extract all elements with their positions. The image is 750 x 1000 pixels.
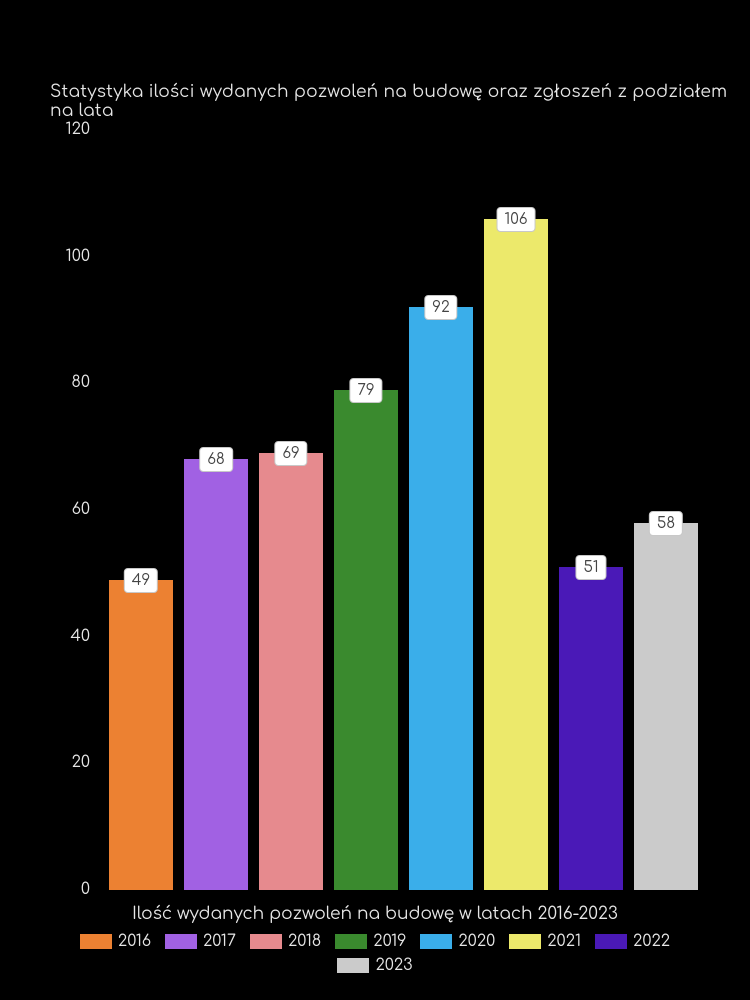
bar-2022 — [559, 567, 623, 890]
legend-item-2018: 2018 — [250, 932, 321, 950]
legend-swatch — [80, 934, 112, 949]
legend-label: 2016 — [118, 932, 151, 950]
legend-item-2017: 2017 — [165, 932, 236, 950]
x-axis-title: Ilość wydanych pozwoleń na budowę w lata… — [0, 904, 750, 923]
legend-item-2020: 2020 — [420, 932, 495, 950]
legend-swatch — [509, 934, 541, 949]
legend-item-2016: 2016 — [80, 932, 151, 950]
bar-value-label: 92 — [424, 295, 457, 320]
bar-value-label: 79 — [349, 378, 382, 403]
bar-value-label: 69 — [274, 441, 307, 466]
bar-value-label: 51 — [575, 555, 606, 580]
legend-label: 2019 — [373, 932, 406, 950]
bar-2020 — [409, 307, 473, 890]
legend-label: 2017 — [203, 932, 236, 950]
bar-chart: Statystyka ilości wydanych pozwoleń na b… — [0, 0, 750, 1000]
bar-value-label: 68 — [199, 447, 233, 472]
legend-item-2021: 2021 — [509, 932, 581, 950]
plot-area: 49 68 69 79 92 106 51 58 — [100, 130, 705, 890]
legend-swatch — [250, 934, 282, 949]
legend-swatch — [420, 934, 452, 949]
legend-label: 2021 — [547, 932, 581, 950]
y-tick-label: 80 — [50, 373, 90, 391]
y-tick-label: 60 — [50, 500, 90, 518]
legend-label: 2023 — [375, 956, 412, 974]
bar-2017 — [184, 459, 248, 890]
bar-value-label: 106 — [497, 207, 536, 232]
y-tick-label: 40 — [50, 627, 90, 645]
legend-swatch — [335, 934, 367, 949]
legend-swatch — [165, 934, 197, 949]
y-tick-label: 0 — [50, 880, 90, 898]
bar-2019 — [334, 390, 398, 890]
bar-2018 — [259, 453, 323, 890]
legend-item-2022: 2022 — [595, 932, 670, 950]
legend-label: 2018 — [288, 932, 321, 950]
legend-swatch — [337, 958, 369, 973]
legend: 2016 2017 2018 2019 2020 2021 2022 2023 — [0, 932, 750, 974]
legend-item-2023: 2023 — [337, 956, 412, 974]
bar-2016 — [109, 580, 173, 890]
y-tick-label: 20 — [50, 753, 90, 771]
y-tick-label: 120 — [50, 120, 90, 138]
bar-value-label: 49 — [124, 568, 158, 593]
bar-value-label: 58 — [649, 511, 683, 536]
legend-swatch — [595, 934, 627, 949]
bar-2021 — [484, 219, 548, 890]
chart-title: Statystyka ilości wydanych pozwoleń na b… — [50, 82, 750, 120]
y-tick-label: 100 — [50, 247, 90, 265]
legend-item-2019: 2019 — [335, 932, 406, 950]
legend-label: 2022 — [633, 932, 670, 950]
bar-2023 — [634, 523, 698, 890]
legend-label: 2020 — [458, 932, 495, 950]
